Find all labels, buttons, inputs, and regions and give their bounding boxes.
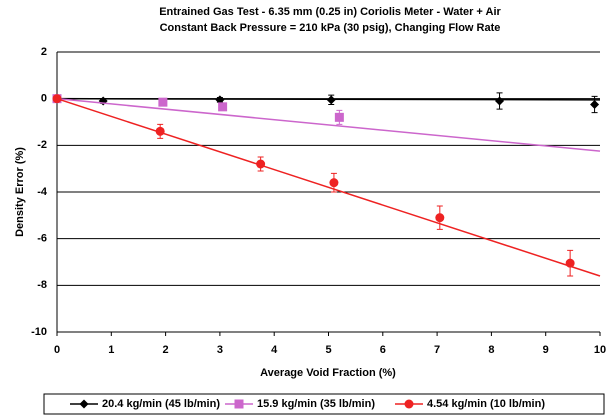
y-tick-label: -4 [37,186,48,198]
y-tick-label: 2 [41,46,47,58]
x-tick-label: 1 [108,344,114,356]
marker [404,399,414,409]
marker [158,97,168,107]
x-tick-label: 0 [54,344,60,356]
y-tick-label: -8 [37,279,47,291]
marker [590,100,600,109]
marker [215,95,225,105]
legend-box [43,393,605,415]
x-tick-label: 10 [594,344,606,356]
marker [495,96,505,106]
x-tick-label: 4 [271,344,278,356]
marker [52,94,62,104]
marker [218,102,228,112]
x-tick-label: 7 [434,344,440,356]
marker [329,178,339,188]
legend-label: 20.4 kg/min (45 lb/min) [102,398,220,410]
marker [79,399,89,409]
marker [256,159,266,169]
trend-line [56,97,601,152]
legend-label: 4.54 kg/min (10 lb/min) [427,398,545,410]
x-tick-label: 9 [543,344,549,356]
y-tick-label: -6 [37,233,47,245]
x-tick-label: 3 [217,344,223,356]
x-tick-label: 8 [488,344,494,356]
y-axis-label: Density Error (%) [14,147,26,237]
chart-title: Entrained Gas Test - 6.35 mm (0.25 in) C… [159,6,501,18]
chart-subtitle: Constant Back Pressure = 210 kPa (30 psi… [160,22,501,34]
y-tick-label: -2 [37,139,47,151]
marker [435,213,445,223]
legend-label: 15.9 kg/min (35 lb/min) [257,398,375,410]
x-tick-label: 6 [380,344,386,356]
marker [234,399,244,409]
marker [334,112,344,122]
x-tick-label: 2 [163,344,169,356]
trend-line [56,97,601,277]
x-tick-label: 5 [325,344,331,356]
x-axis-label: Average Void Fraction (%) [260,367,396,379]
marker [565,258,575,268]
marker [155,126,165,136]
y-tick-label: 0 [41,93,47,105]
marker [326,95,336,105]
y-tick-label: -10 [31,326,47,338]
